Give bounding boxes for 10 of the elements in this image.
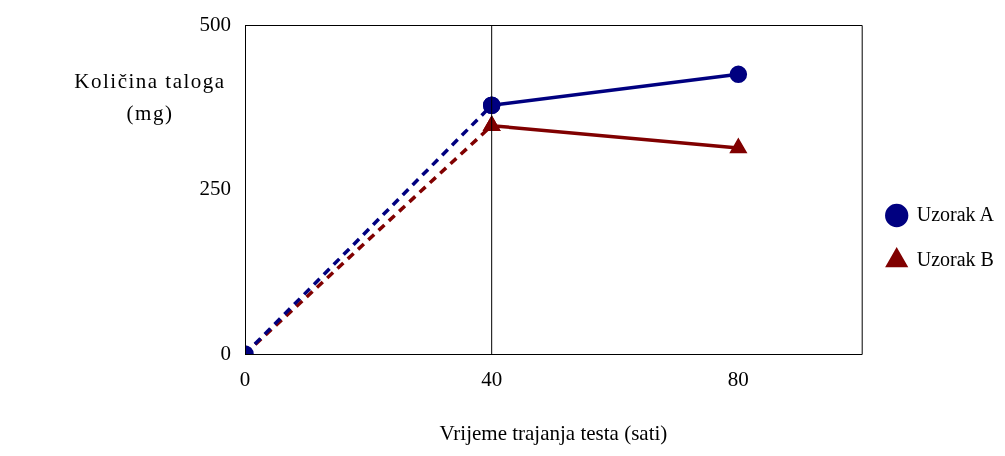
y-tick-label: 250 <box>199 176 231 201</box>
y-axis-title: Količina taloga (mg) <box>73 68 227 127</box>
x-tick-label: 40 <box>481 367 503 392</box>
y-tick-label: 500 <box>199 11 231 36</box>
y-tick-label: 0 <box>220 340 231 365</box>
x-tick-label: 80 <box>727 367 749 392</box>
legend-label: Uzorak B <box>916 247 994 270</box>
x-tick-label: 0 <box>239 367 251 392</box>
x-axis-title: Vrijeme trajanja testa (sati) <box>439 420 668 445</box>
legend-label: Uzorak A <box>916 202 995 225</box>
